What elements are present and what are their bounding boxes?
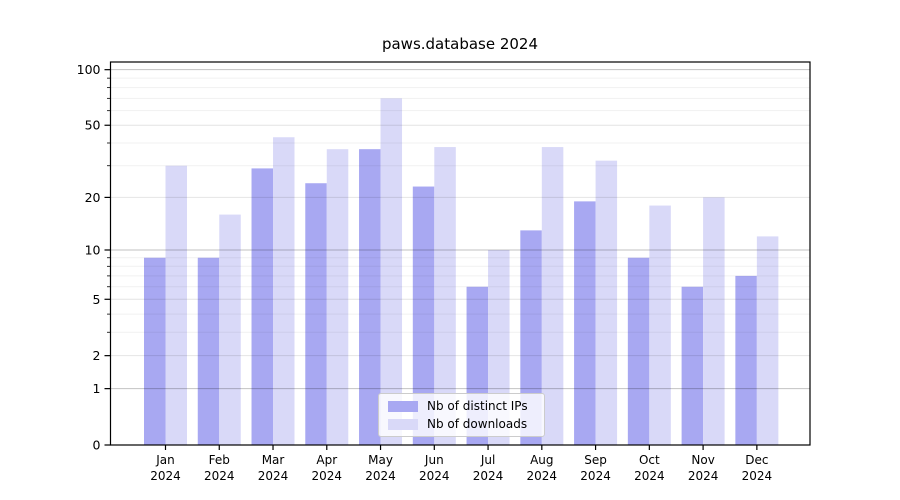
- bar-nb-of-downloads-oct: [649, 205, 671, 445]
- x-tick-label-year: 2024: [634, 469, 665, 483]
- bar-nb-of-distinct-ips-jan: [144, 257, 166, 445]
- y-tick-label: 20: [85, 190, 101, 205]
- bar-nb-of-downloads-apr: [326, 149, 349, 445]
- y-tick-label: 0: [93, 438, 101, 453]
- x-tick-label-month: Jul: [480, 453, 495, 467]
- bar-nb-of-distinct-ips-aug: [520, 230, 542, 445]
- x-tick-label-year: 2024: [365, 469, 396, 483]
- legend-row-downloads: Nb of downloads: [379, 417, 544, 431]
- x-tick-label-month: May: [368, 453, 393, 467]
- page-title: paws.database 2024: [381, 35, 539, 53]
- x-tick-label-month: Oct: [639, 453, 660, 467]
- x-tick-label-month: Jun: [424, 453, 444, 467]
- legend-swatch-distinct-ips: [388, 400, 418, 412]
- x-tick-label-month: Apr: [316, 453, 337, 467]
- bar-nb-of-distinct-ips-feb: [197, 257, 220, 445]
- bar-nb-of-downloads-dec: [756, 236, 779, 445]
- bar-nb-of-distinct-ips-nov: [681, 286, 704, 445]
- x-tick-label-year: 2024: [580, 469, 611, 483]
- y-tick-label: 10: [85, 242, 101, 257]
- legend-label-distinct-ips: Nb of distinct IPs: [427, 399, 528, 413]
- bar-nb-of-downloads-aug: [541, 147, 564, 446]
- legend-swatch-downloads: [388, 418, 418, 430]
- bar-nb-of-downloads-sep: [595, 160, 618, 445]
- x-tick-label-month: Mar: [262, 453, 285, 467]
- x-tick-label-month: Sep: [584, 453, 607, 467]
- bar-nb-of-distinct-ips-may: [359, 149, 381, 445]
- x-tick-label-year: 2024: [742, 469, 773, 483]
- x-tick-label-year: 2024: [419, 469, 450, 483]
- x-tick-label-month: Aug: [530, 453, 553, 467]
- bar-nb-of-downloads-jan: [165, 165, 187, 445]
- x-tick-label-year: 2024: [473, 469, 504, 483]
- x-tick-label-month: Dec: [745, 453, 768, 467]
- x-tick-label-year: 2024: [527, 469, 558, 483]
- bar-nb-of-downloads-may: [380, 98, 403, 446]
- bar-nb-of-downloads-mar: [273, 137, 295, 446]
- bar-nb-of-distinct-ips-jun: [412, 186, 435, 445]
- x-tick-label-month: Feb: [209, 453, 230, 467]
- plot-frame: [109, 61, 811, 446]
- bar-nb-of-distinct-ips-sep: [574, 201, 596, 445]
- y-tick-label: 5: [93, 292, 101, 307]
- x-tick-label-year: 2024: [312, 469, 343, 483]
- bar-nb-of-distinct-ips-dec: [735, 275, 757, 445]
- x-tick-label-year: 2024: [204, 469, 235, 483]
- legend: Nb of distinct IPs Nb of downloads: [378, 393, 545, 437]
- x-tick-label-year: 2024: [150, 469, 181, 483]
- legend-row-distinct-ips: Nb of distinct IPs: [379, 399, 544, 413]
- bar-nb-of-downloads-nov: [703, 197, 725, 445]
- y-tick-label: 100: [77, 62, 101, 77]
- x-tick-label-year: 2024: [258, 469, 289, 483]
- bar-nb-of-distinct-ips-mar: [251, 168, 274, 445]
- y-tick-label: 2: [93, 348, 101, 363]
- y-tick-label: 50: [85, 118, 101, 133]
- x-tick-label-month: Nov: [691, 453, 714, 467]
- x-tick-label-year: 2024: [688, 469, 719, 483]
- x-tick-label-month: Jan: [155, 453, 175, 467]
- bar-nb-of-downloads-feb: [219, 214, 241, 445]
- legend-label-downloads: Nb of downloads: [427, 417, 528, 431]
- bar-nb-of-downloads-jun: [434, 147, 456, 446]
- bar-nb-of-distinct-ips-oct: [627, 257, 650, 445]
- y-tick-label: 1: [93, 381, 101, 396]
